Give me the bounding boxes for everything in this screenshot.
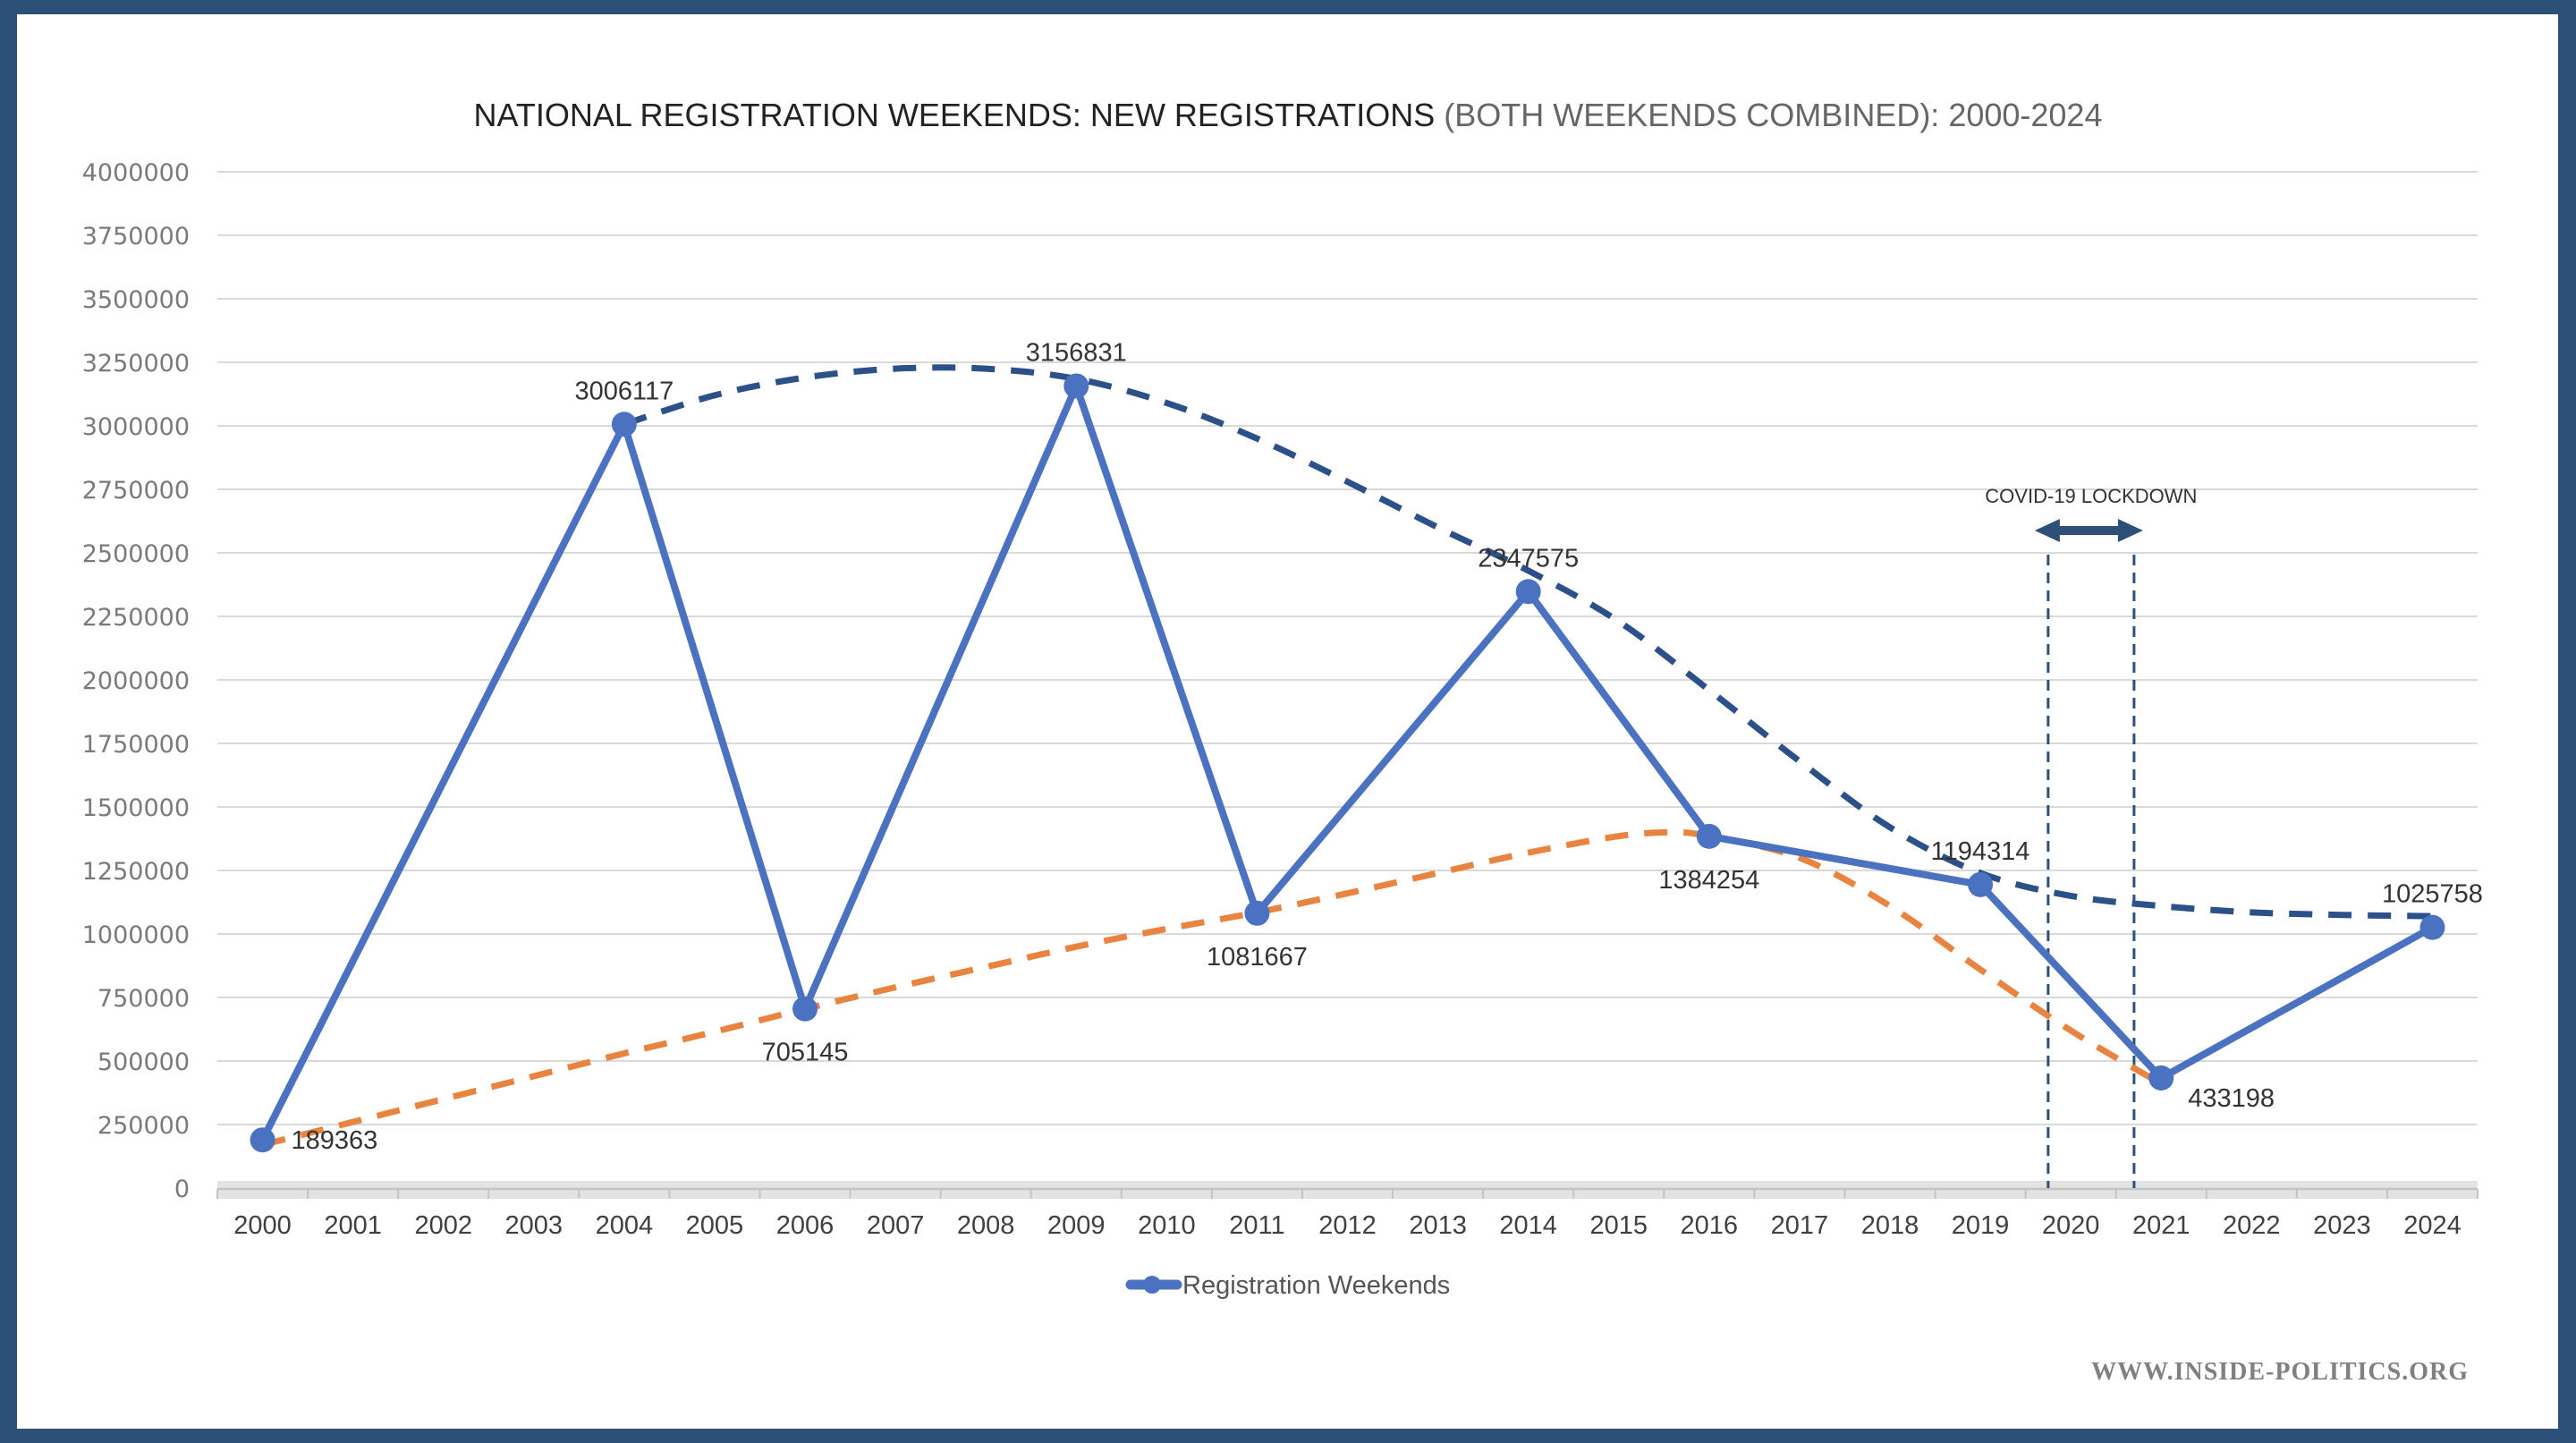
- x-tick-label: 2020: [2042, 1211, 2100, 1240]
- data-point-2024: [2419, 914, 2445, 940]
- covid-annotation: COVID-19 LOCKDOWN: [1985, 485, 2197, 1188]
- x-tick-label: 2005: [686, 1211, 744, 1240]
- chart-title-suffix: (BOTH WEEKENDS COMBINED): 2000-2024: [1435, 97, 2102, 133]
- x-tick-label: 2016: [1681, 1211, 1739, 1240]
- data-label-2014: 2347575: [1478, 544, 1579, 573]
- x-tick-label: 2024: [2403, 1211, 2462, 1240]
- trendline-peaks-trend: [623, 364, 2433, 920]
- y-tick-label: 1750000: [82, 731, 190, 759]
- watermark: WWW.INSIDE-POLITICS.ORG: [2091, 1358, 2469, 1386]
- x-axis-ticks: 2000 2001 2002 2003 2004 2005 2006 2007 2008 2009…: [233, 1211, 2461, 1240]
- x-tick-label: 2010: [1138, 1211, 1196, 1240]
- data-label-2024: 1025758: [2382, 880, 2483, 909]
- data-label-2000: 189363: [292, 1126, 378, 1155]
- data-point-2021: [2148, 1065, 2174, 1091]
- data-point-2014: [1515, 579, 1541, 605]
- x-axis-floor: [216, 1181, 2479, 1199]
- x-tick-label: 2003: [505, 1211, 564, 1240]
- data-point-2009: [1063, 373, 1089, 399]
- x-tick-label: 2001: [324, 1211, 382, 1240]
- trendline-troughs-trend: [261, 828, 2163, 1149]
- x-tick-label: 2006: [776, 1211, 835, 1240]
- y-tick-label: 1250000: [82, 858, 190, 886]
- series-line: [258, 382, 2435, 1142]
- y-tick-label: 3250000: [82, 350, 190, 378]
- x-tick-label: 2014: [1499, 1211, 1557, 1240]
- gridlines: [217, 171, 2478, 1125]
- data-point-2011: [1244, 900, 1270, 926]
- x-tick-label: 2015: [1589, 1211, 1648, 1240]
- data-point-2004: [611, 412, 637, 437]
- x-tick-label: 2007: [867, 1211, 925, 1240]
- double-arrow-icon: [2034, 519, 2143, 542]
- x-tick-label: 2012: [1318, 1211, 1377, 1240]
- legend-label: Registration Weekends: [1182, 1271, 1450, 1300]
- data-label-2016: 1384254: [1658, 866, 1759, 895]
- y-tick-label: 250000: [97, 1112, 190, 1140]
- y-tick-label: 750000: [97, 985, 190, 1013]
- y-tick-label: 2750000: [82, 477, 190, 505]
- y-tick-label: 2500000: [82, 540, 190, 568]
- data-labels: 189363 3006117 705145 3156831 1081667 2347575…: [292, 338, 2483, 1155]
- y-axis-ticks: 0 250000 500000 750000 1000000 1250000 1500000…: [82, 159, 190, 1203]
- data-label-2009: 3156831: [1026, 338, 1127, 367]
- legend-marker-swatch: [1143, 1276, 1161, 1294]
- x-tick-label: 2022: [2223, 1211, 2281, 1240]
- data-label-2011: 1081667: [1207, 943, 1308, 972]
- y-tick-label: 2000000: [82, 667, 190, 695]
- x-tick-label: 2013: [1409, 1211, 1467, 1240]
- legend: Registration Weekends: [1125, 1271, 1450, 1300]
- x-tick-label: 2011: [1229, 1211, 1284, 1240]
- y-tick-label: 4000000: [82, 159, 190, 187]
- data-point-2019: [1968, 871, 1994, 897]
- data-label-2021: 433198: [2188, 1084, 2275, 1113]
- data-label-2019: 1194314: [1931, 837, 2030, 866]
- data-point-2006: [792, 996, 818, 1022]
- data-point-2016: [1696, 823, 1722, 849]
- x-tick-label: 2019: [1952, 1211, 2010, 1240]
- y-tick-label: 2250000: [82, 604, 190, 632]
- y-tick-label: 1500000: [82, 794, 190, 822]
- y-tick-label: 3750000: [82, 223, 190, 250]
- x-tick-label: 2017: [1771, 1211, 1829, 1240]
- x-tick-label: 2002: [414, 1211, 472, 1240]
- y-tick-label: 500000: [97, 1048, 190, 1076]
- trendlines: [261, 364, 2433, 1149]
- x-tick-label: 2023: [2313, 1211, 2371, 1240]
- y-tick-label: 3500000: [82, 286, 190, 314]
- x-tick-label: 2021: [2132, 1211, 2190, 1240]
- covid-label: COVID-19 LOCKDOWN: [1985, 485, 2197, 507]
- x-tick-label: 2000: [233, 1211, 292, 1240]
- y-tick-label: 0: [174, 1176, 190, 1203]
- y-tick-label: 1000000: [82, 921, 190, 949]
- x-tick-label: 2004: [596, 1211, 654, 1240]
- y-tick-label: 3000000: [82, 413, 190, 441]
- series-registration-weekends: [250, 373, 2445, 1153]
- chart-title-main: NATIONAL REGISTRATION WEEKENDS: NEW REGI…: [474, 97, 1436, 133]
- x-tick-label: 2008: [957, 1211, 1015, 1240]
- data-point-2000: [250, 1127, 275, 1153]
- x-tick-label: 2018: [1861, 1211, 1919, 1240]
- data-label-2004: 3006117: [574, 377, 674, 405]
- chart-title: NATIONAL REGISTRATION WEEKENDS: NEW REGI…: [474, 97, 2103, 133]
- data-label-2006: 705145: [762, 1039, 849, 1067]
- x-tick-label: 2009: [1047, 1211, 1106, 1240]
